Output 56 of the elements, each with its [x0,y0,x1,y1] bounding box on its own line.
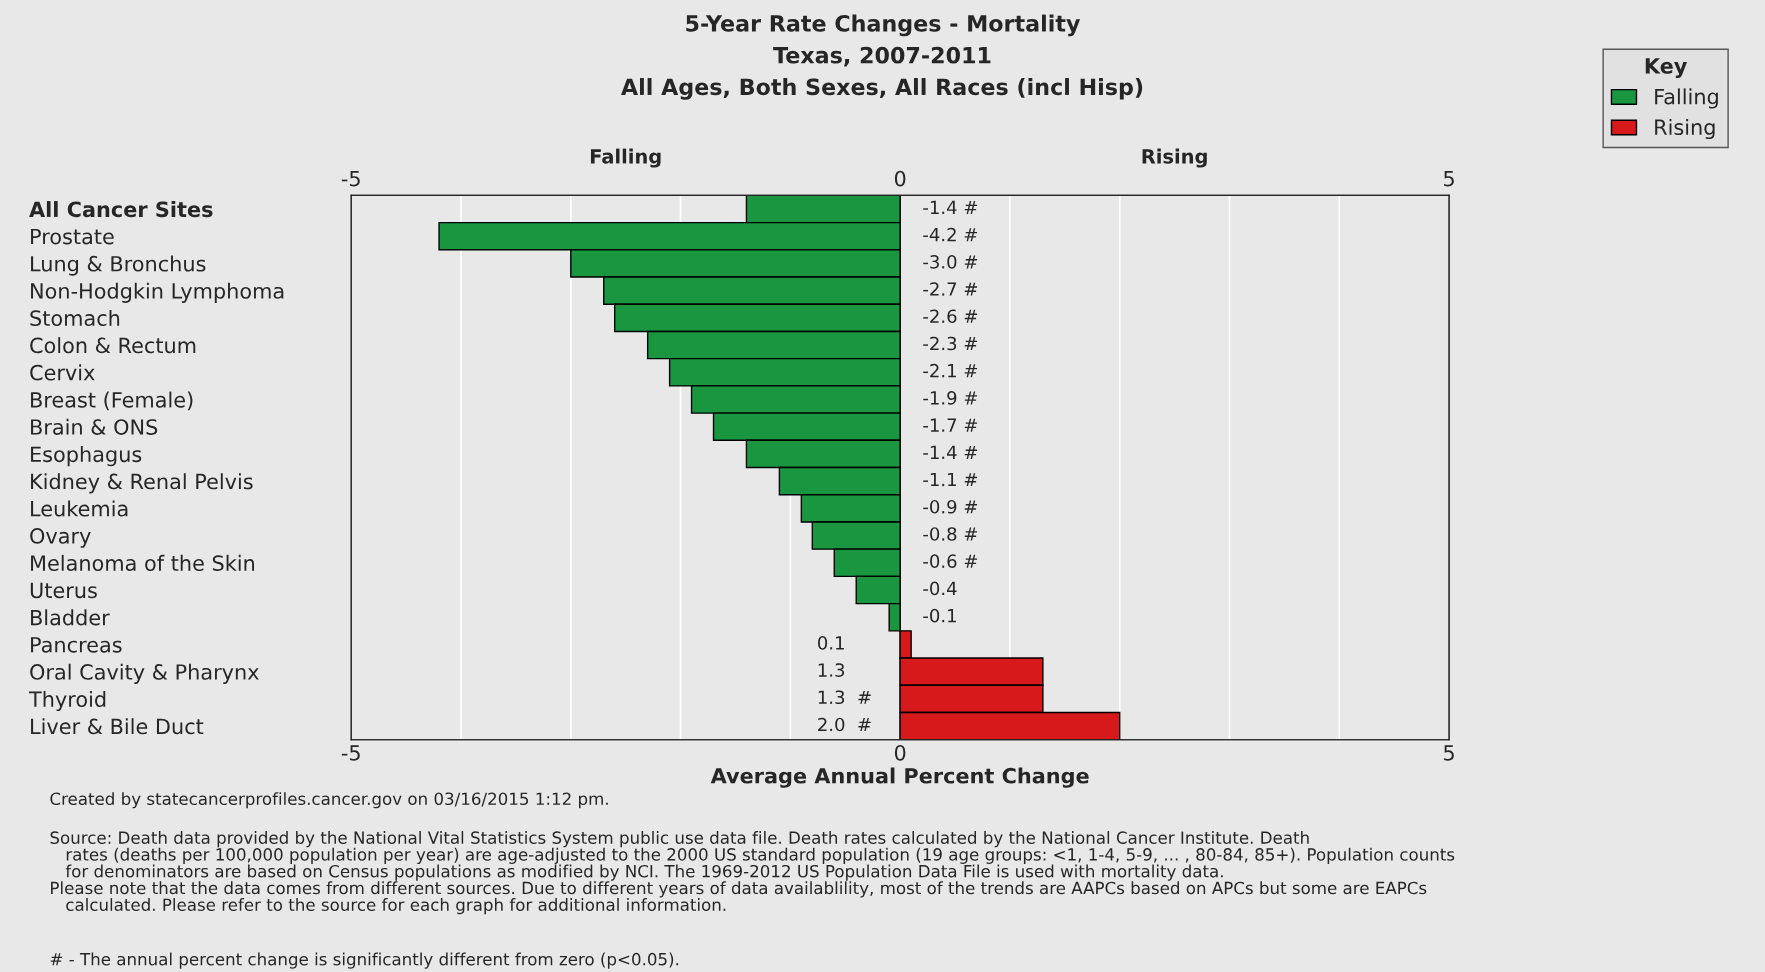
data-label: -0.6 # [923,554,978,569]
y-tick-label: Melanoma of the Skin [31,554,255,571]
data-label: -3.0 # [923,254,978,269]
y-tick-label: Non-Hodgkin Lymphoma [31,282,284,303]
y-tick-label: Bladder [31,609,110,626]
source-note: Source: Death data provided by the National Vital Statistics System public use data file. Death rates calculated by the National Cancer Institute. Death rates (deaths per 100,000 population per year) are age-adjusted to the 2000 US standard population (19 age groups: <1, 1-4, 5-9, ... , 80-84, 85+). Population counts for denominators are based on Census populations as modified by NCI. The 1969-2012 US Population Data File is used with mortality data. Please note that the data comes from different sources. Due to different years of data availablility, most of the trends are AAPCs based on APCs but some are EAPCs calculated. Please refer to the source for each graph for additional information. [50,831,1455,915]
x2-tick-label: -5 [341,170,360,187]
data-label: -2.3 # [923,336,978,351]
data-label: 2.0 # [818,717,871,732]
data-label: -0.8 # [923,527,978,541]
y-tick-label: Thyroid [28,690,106,712]
data-label: -1.9 # [923,391,978,405]
y-tick-label: Prostate [31,228,114,245]
data-label: -2.7 # [923,282,978,296]
y-tick-label: Uterus [30,582,97,599]
text: Rising [1142,148,1207,168]
chart-title: 5-Year Rate Changes - Mortality Texas, 2007-2011 All Ages, Both Sexes, All Races (incl Hisp) [621,14,1143,100]
data-label: -1.4 # [923,445,978,459]
x2-tick-label: 0 [894,170,906,187]
legend-label: Rising [1655,118,1715,140]
data-label: 0.1 [818,636,844,650]
data-label: -0.9 # [923,499,978,514]
text: Created by statecancerprofiles.cancer.gov on 03/16/2015 1:12 pm. [50,792,608,809]
y-tick-label: Breast (Female) [31,391,193,411]
data-label: 1.3 # [818,690,871,705]
data-label: 1.3 [818,663,845,677]
data-label: -0.1 [923,608,956,623]
y-tick-label: Cervix [30,364,95,381]
legend-label: Falling [1655,88,1718,109]
data-label: -0.4 [923,581,957,596]
x-tick-label: 5 [1444,745,1454,761]
y-tick-label: Colon & Rectum [30,337,196,354]
data-label: -1.7 # [923,418,978,432]
y-tick-label: Pancreas [31,637,122,653]
y-tick-label: Esophagus [31,446,142,467]
x-tick-label: 0 [894,744,906,761]
y-tick-label: Ovary [30,528,91,548]
y-tick-label: Stomach [30,309,120,327]
x-axis-title: Average Annual Percent Change [710,767,1089,788]
data-label: -1.4 # [923,200,978,214]
y-tick-label: Lung & Bronchus [31,255,206,276]
data-label: -2.1 # [923,363,978,378]
data-label: -4.2 # [923,227,978,242]
y-tick-label: Leukemia [31,500,128,517]
x2-tick-label: 5 [1444,170,1454,187]
y-tick-label: Oral Cavity & Pharynx [30,663,259,684]
data-label: -2.6 # [923,309,978,324]
y-tick-label: Kidney & Renal Pelvis [31,473,253,494]
text: # - The annual percent change is significantly different from zero (p<0.05). [50,952,679,969]
y-tick-label: All Cancer Sites [29,201,213,218]
y-tick-label: Brain & ONS [31,418,158,435]
x-tick-label: -5 [341,745,360,761]
text: Falling [590,148,661,168]
data-label: -1.1 # [923,472,978,487]
y-tick-label: Liver & Bile Duct [31,718,204,735]
legend-title: Key [1645,58,1687,78]
